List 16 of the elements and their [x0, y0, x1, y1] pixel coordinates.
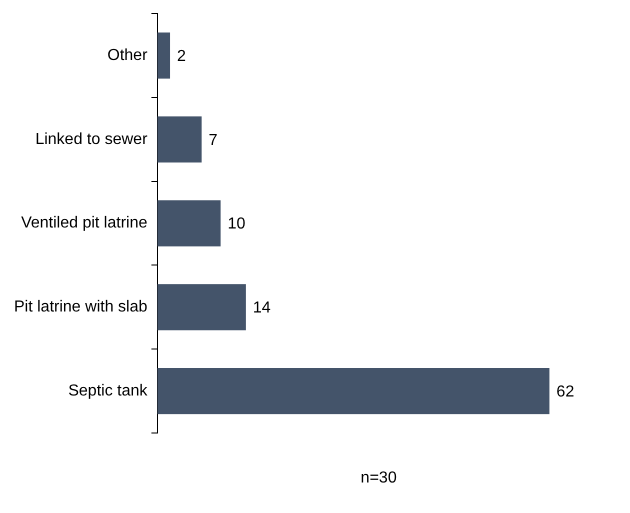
data-label: 7 [208, 132, 218, 149]
bar [157, 284, 246, 330]
data-label: 2 [177, 48, 186, 65]
y-tick-label: Other [107, 46, 148, 64]
y-tick-label: Linked to sewer [35, 130, 148, 148]
y-tick-label: Ventiled pit latrine [21, 214, 148, 232]
data-label: 62 [556, 383, 574, 400]
y-tick-label: Septic tank [68, 382, 148, 400]
text: n=30 [360, 469, 397, 486]
data-label: 10 [228, 216, 246, 233]
bar [157, 200, 221, 246]
data-label: 14 [252, 300, 271, 317]
bar [157, 116, 202, 162]
bar [157, 368, 550, 414]
bar [157, 32, 170, 79]
y-tick-label: Pit latrine with slab [14, 298, 148, 316]
